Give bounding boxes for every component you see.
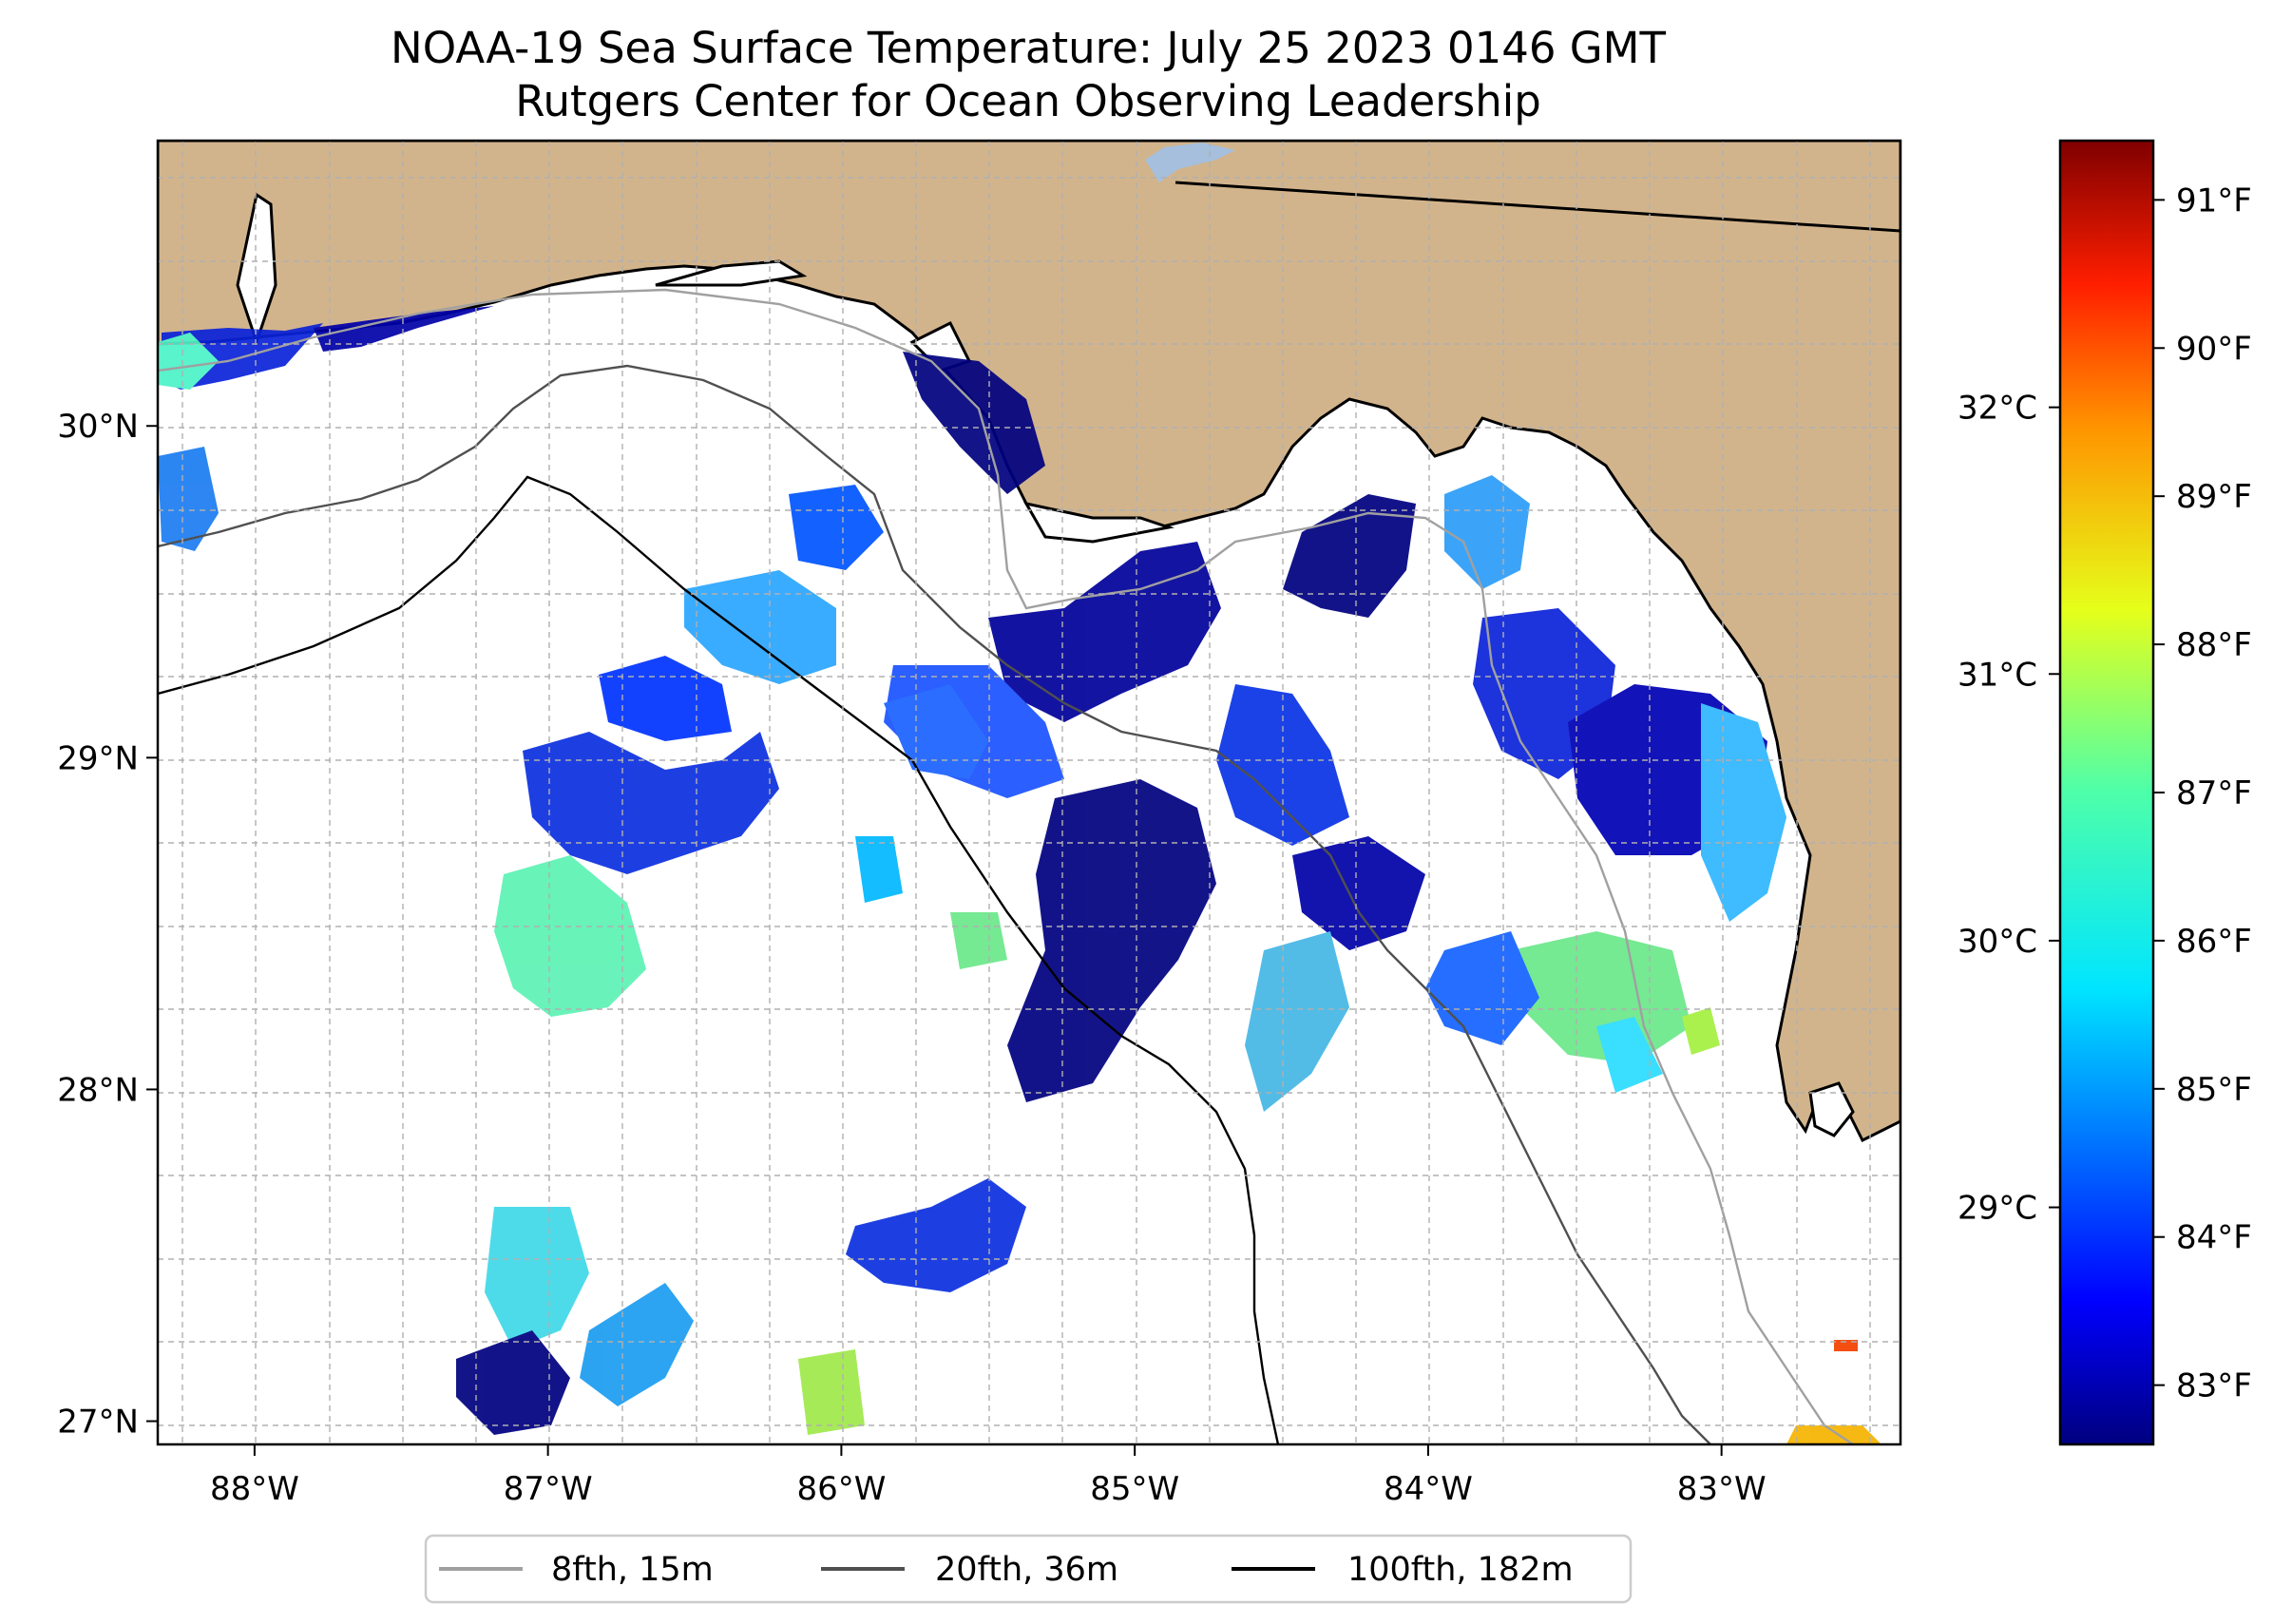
lat-tick-label: 27°N — [57, 1404, 139, 1442]
tampa-bay — [1808, 1081, 1855, 1137]
legend-label-8fth: 8fth, 15m — [551, 1551, 714, 1589]
contour-100fth — [158, 475, 1280, 1444]
figure-title: NOAA-19 Sea Surface Temperature: July 25… — [391, 23, 1666, 73]
legend-label-20fth: 20fth, 36m — [935, 1551, 1118, 1589]
colorbar-c-tick-label: 31°C — [1958, 656, 2037, 694]
colorbar-f-tick-label: 83°F — [2176, 1367, 2252, 1405]
lon-tick-label: 87°W — [504, 1470, 593, 1508]
colorbar-ticks: 83°F 84°F 85°F 86°F 87°F 88°F 89°F 90°F 91°F 29°C… — [1958, 182, 2252, 1404]
lon-tick-label: 88°W — [210, 1470, 299, 1508]
choctawhatchee-bay — [655, 259, 808, 287]
colorbar-f-tick-label: 89°F — [2176, 478, 2252, 516]
legend-label-100fth: 100fth, 182m — [1347, 1551, 1574, 1589]
state-border — [1175, 181, 1900, 233]
map-panel — [156, 139, 1902, 1446]
lat-tick-label: 28°N — [57, 1071, 139, 1109]
map-frame — [156, 139, 1902, 1446]
colorbar-f-tick-label: 88°F — [2176, 626, 2252, 664]
axis-ticks: 88°W 87°W 86°W 85°W 84°W 83°W 27°N 28°N 29°N 30°N — [57, 408, 1766, 1508]
colorbar-c-tick-label: 29°C — [1958, 1190, 2037, 1228]
legend-box — [424, 1534, 1633, 1604]
lon-tick-label: 83°W — [1677, 1470, 1767, 1508]
lat-tick-label: 30°N — [57, 408, 139, 446]
colorbar-gradient — [2060, 141, 2153, 1444]
contour-20fth — [158, 364, 1711, 1444]
sst-patches — [158, 306, 1881, 1444]
contour-8fth — [158, 288, 1854, 1444]
colorbar-f-tick-label: 91°F — [2176, 182, 2252, 220]
lat-tick-label: 29°N — [57, 739, 139, 777]
colorbar: 83°F 84°F 85°F 86°F 87°F 88°F 89°F 90°F 91°F 29°C… — [1958, 139, 2252, 1446]
colorbar-f-tick-label: 84°F — [2176, 1219, 2252, 1257]
lon-tick-label: 86°W — [796, 1470, 886, 1508]
colorbar-f-tick-label: 86°F — [2176, 923, 2252, 961]
colorbar-f-tick-label: 90°F — [2176, 330, 2252, 368]
lon-tick-label: 85°W — [1090, 1470, 1179, 1508]
lake-seminole — [1145, 143, 1235, 182]
colorbar-c-tick-label: 32°C — [1958, 390, 2037, 428]
figure-subtitle: Rutgers Center for Ocean Observing Leade… — [515, 76, 1541, 126]
gridlines — [158, 141, 1900, 1444]
colorbar-f-tick-label: 87°F — [2176, 774, 2252, 812]
lon-tick-label: 84°W — [1384, 1470, 1473, 1508]
contour-legend: 8fth, 15m 20fth, 36m 100fth, 182m — [424, 1534, 1633, 1604]
colorbar-f-tick-label: 85°F — [2176, 1071, 2252, 1109]
colorbar-c-tick-label: 30°C — [1958, 923, 2037, 961]
land-mass — [158, 141, 1900, 1143]
bathymetry-contours — [158, 181, 1900, 1444]
